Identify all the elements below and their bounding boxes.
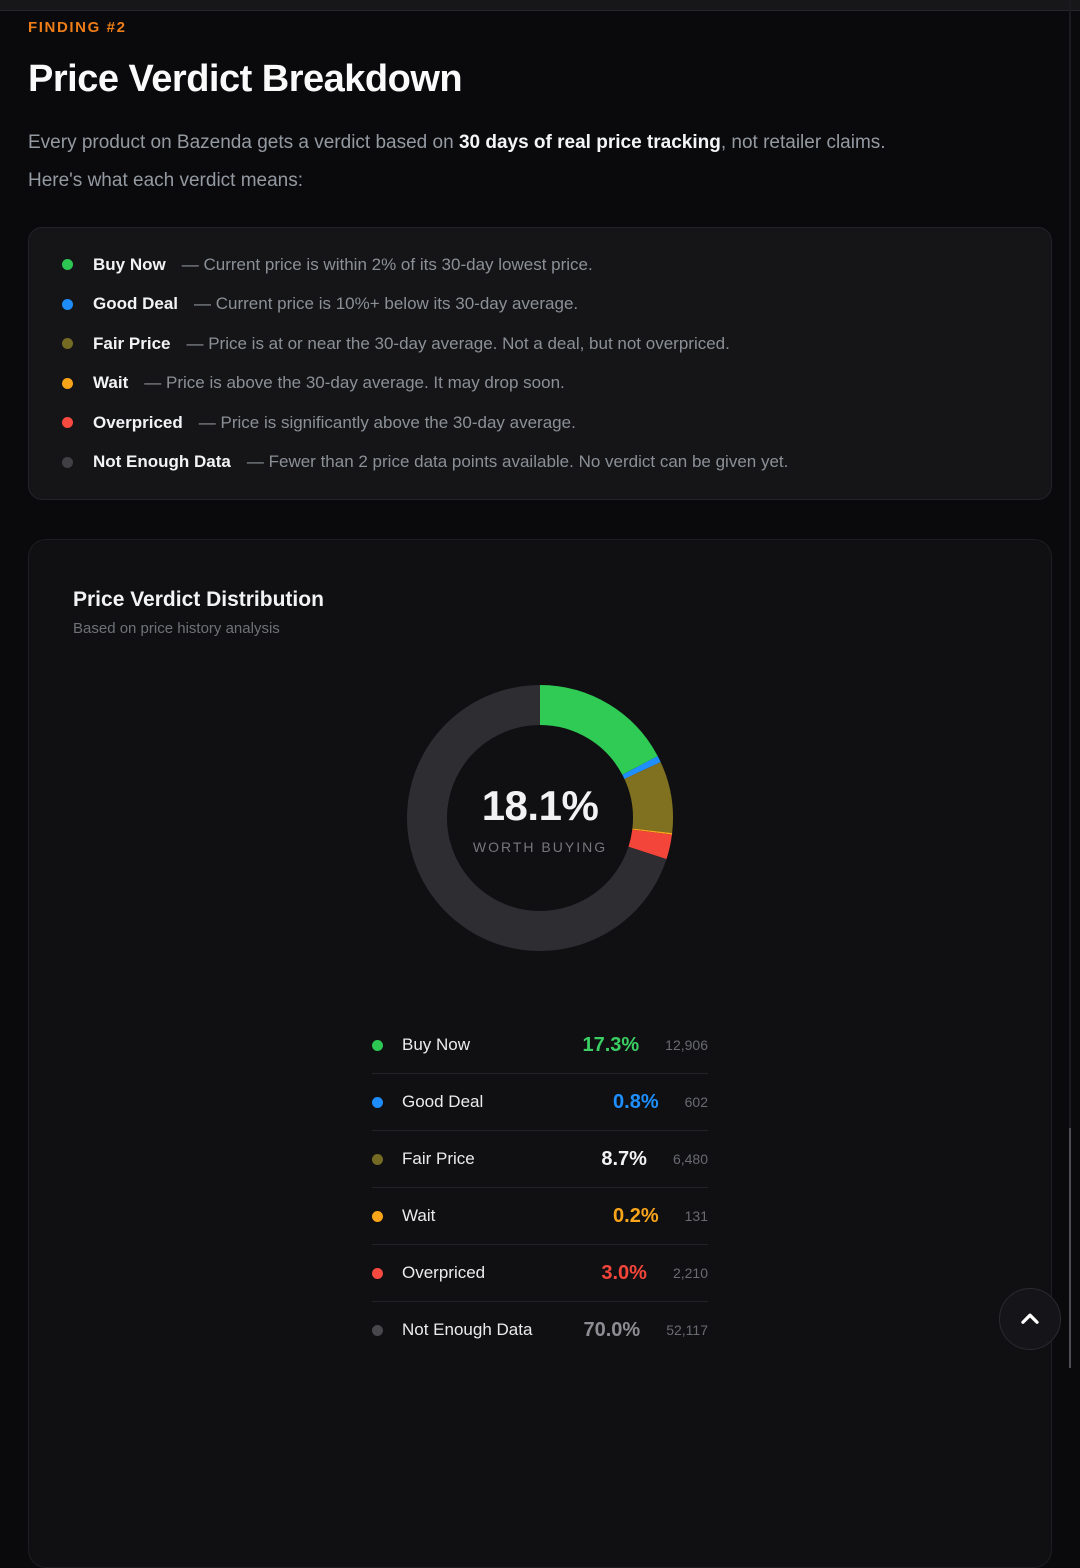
good-deal-dot-icon xyxy=(62,299,73,310)
legend-dot-icon xyxy=(372,1268,383,1279)
page-title: Price Verdict Breakdown xyxy=(28,57,1052,101)
intro-line1-post: , not retailer claims. xyxy=(721,132,886,153)
wait-dot-icon xyxy=(62,378,73,389)
legend-row-good-deal[interactable]: Good Deal 0.8% 602 xyxy=(372,1073,708,1130)
donut-segment-overpriced[interactable] xyxy=(647,832,652,853)
legend-row-fair-price[interactable]: Fair Price 8.7% 6,480 xyxy=(372,1130,708,1187)
donut-chart-svg[interactable] xyxy=(405,683,675,953)
legend-percent: 0.2% xyxy=(613,1205,659,1228)
legend-label: Fair Price xyxy=(402,1149,475,1169)
verdict-label: Buy Now xyxy=(93,255,166,275)
verdict-label: Not Enough Data xyxy=(93,452,231,472)
legend-percent: 17.3% xyxy=(582,1034,639,1057)
not-enough-data-dot-icon xyxy=(62,457,73,468)
verdict-description: — Current price is within 2% of its 30-d… xyxy=(182,255,593,275)
overpriced-dot-icon xyxy=(62,417,73,428)
verdict-description: — Fewer than 2 price data points availab… xyxy=(247,452,788,472)
intro-line2: Here's what each verdict means: xyxy=(28,170,303,191)
legend-row-buy-now[interactable]: Buy Now 17.3% 12,906 xyxy=(372,1017,708,1073)
fair-price-dot-icon xyxy=(62,338,73,349)
verdict-item-buy-now: Buy Now — Current price is within 2% of … xyxy=(62,245,1018,285)
legend-dot-icon xyxy=(372,1325,383,1336)
verdict-description: — Price is above the 30-day average. It … xyxy=(144,373,565,393)
legend-label: Buy Now xyxy=(402,1035,470,1055)
legend-row-wait[interactable]: Wait 0.2% 131 xyxy=(372,1187,708,1244)
verdict-item-wait: Wait — Price is above the 30-day average… xyxy=(62,364,1018,404)
legend-dot-icon xyxy=(372,1154,383,1165)
legend-row-not-enough-data[interactable]: Not Enough Data 70.0% 52,117 xyxy=(372,1301,708,1358)
intro-line1-bold: 30 days of real price tracking xyxy=(459,132,721,153)
verdict-item-not-enough-data: Not Enough Data — Fewer than 2 price dat… xyxy=(62,443,1018,483)
chevron-up-icon xyxy=(1017,1306,1043,1332)
legend-row-overpriced[interactable]: Overpriced 3.0% 2,210 xyxy=(372,1244,708,1301)
verdict-label: Good Deal xyxy=(93,294,178,314)
verdict-item-overpriced: Overpriced — Price is significantly abov… xyxy=(62,403,1018,443)
finding-eyebrow: FINDING #2 xyxy=(28,19,1052,36)
legend-label: Good Deal xyxy=(402,1092,483,1112)
buy-now-dot-icon xyxy=(62,259,73,270)
verdict-label: Overpriced xyxy=(93,413,183,433)
scrollbar-thumb[interactable] xyxy=(1069,1128,1071,1368)
verdict-description: — Price is significantly above the 30-da… xyxy=(199,413,576,433)
donut-segment-fair-price[interactable] xyxy=(643,771,653,831)
legend-percent: 0.8% xyxy=(613,1091,659,1114)
top-strip xyxy=(0,0,1080,11)
chart-title: Price Verdict Distribution xyxy=(73,587,1007,613)
chart-subtitle: Based on price history analysis xyxy=(73,620,1007,637)
legend-count: 602 xyxy=(685,1094,708,1110)
legend-count: 131 xyxy=(685,1208,708,1224)
main-content: FINDING #2 Price Verdict Breakdown Every… xyxy=(0,19,1080,1568)
legend-count: 52,117 xyxy=(666,1322,708,1338)
verdict-description: — Current price is 10%+ below its 30-day… xyxy=(194,294,578,314)
legend-count: 2,210 xyxy=(673,1265,708,1281)
verdict-item-good-deal: Good Deal — Current price is 10%+ below … xyxy=(62,285,1018,325)
scroll-to-top-button[interactable] xyxy=(999,1288,1061,1350)
legend-percent: 70.0% xyxy=(584,1319,641,1342)
intro-line1-pre: Every product on Bazenda gets a verdict … xyxy=(28,132,459,153)
legend-dot-icon xyxy=(372,1097,383,1108)
donut-chart[interactable]: 18.1% WORTH BUYING xyxy=(405,683,675,953)
price-verdict-distribution-card: Price Verdict Distribution Based on pric… xyxy=(28,539,1052,1568)
legend-dot-icon xyxy=(372,1211,383,1222)
verdict-label: Wait xyxy=(93,373,128,393)
verdict-description: — Price is at or near the 30-day average… xyxy=(187,334,730,354)
legend-label: Overpriced xyxy=(402,1263,485,1283)
verdict-label: Fair Price xyxy=(93,334,171,354)
chart-legend: Buy Now 17.3% 12,906 Good Deal 0.8% 602 … xyxy=(372,1017,708,1358)
donut-segment-buy-now[interactable] xyxy=(540,705,640,765)
legend-dot-icon xyxy=(372,1040,383,1051)
verdict-item-fair-price: Fair Price — Price is at or near the 30-… xyxy=(62,324,1018,364)
legend-label: Not Enough Data xyxy=(402,1320,532,1340)
verdict-definitions-card: Buy Now — Current price is within 2% of … xyxy=(28,227,1052,500)
legend-percent: 8.7% xyxy=(601,1148,647,1171)
donut-segment-good-deal[interactable] xyxy=(640,765,643,770)
legend-percent: 3.0% xyxy=(601,1262,647,1285)
intro-text: Every product on Bazenda gets a verdict … xyxy=(28,124,1052,200)
legend-count: 6,480 xyxy=(673,1151,708,1167)
legend-label: Wait xyxy=(402,1206,435,1226)
legend-count: 12,906 xyxy=(665,1037,708,1053)
